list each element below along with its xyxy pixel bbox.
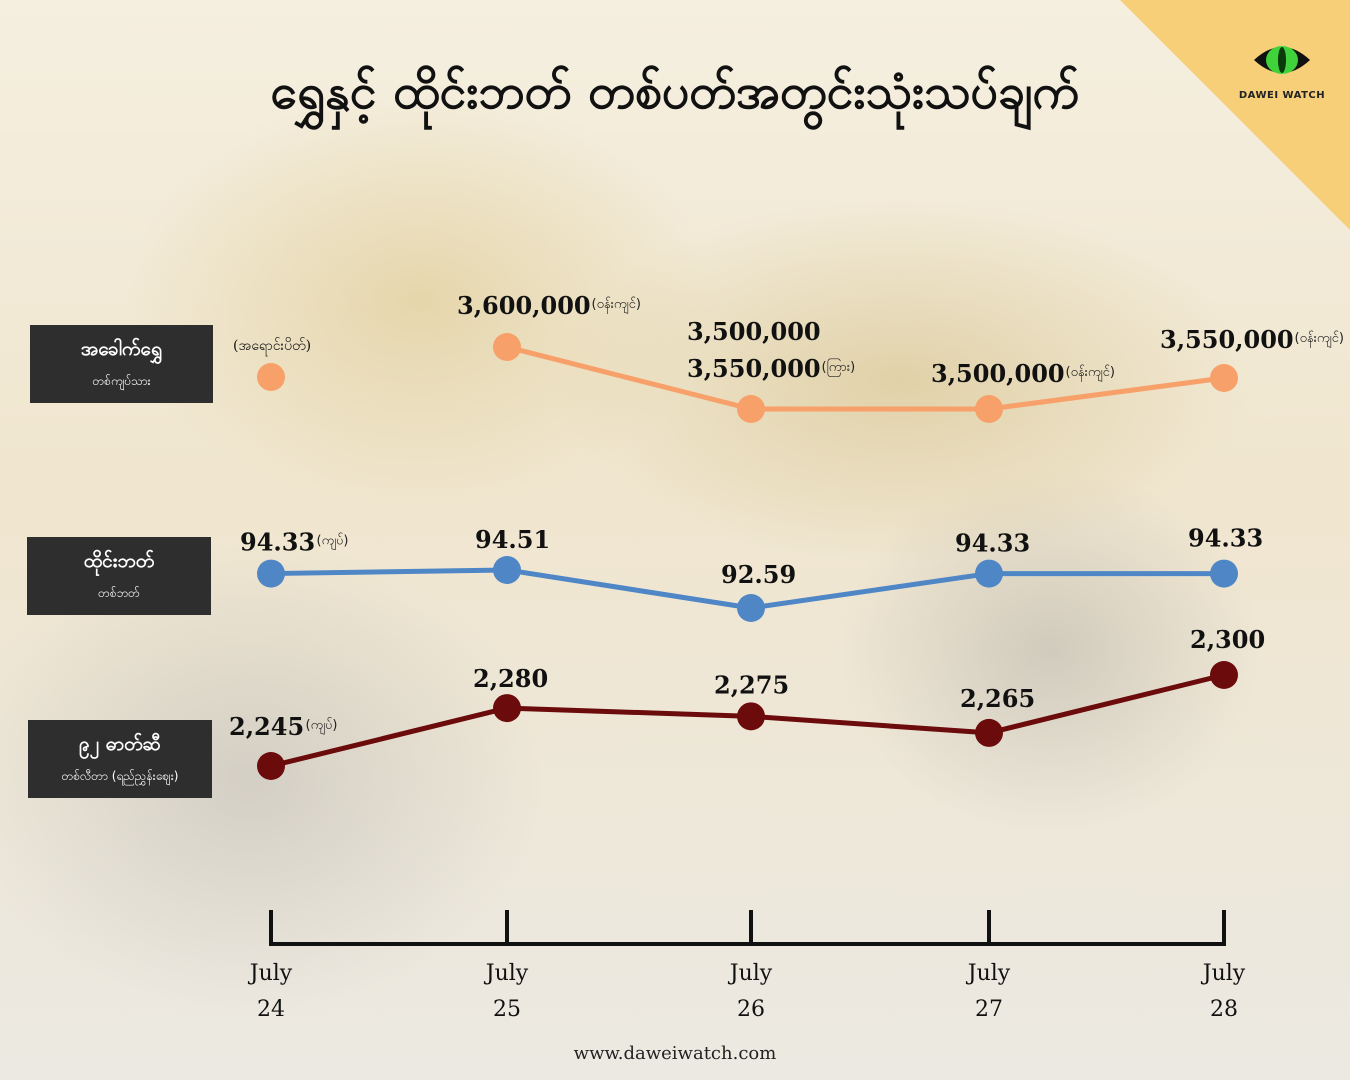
row-label-baht: ထိုင်းဘတ် တစ်ဘတ်: [27, 537, 211, 615]
data-point-1-3: [975, 559, 1003, 588]
data-label-0-0: (အရောင်းပိတ်): [233, 338, 311, 356]
dawei-watch-logo: DAWEI WATCH: [1232, 38, 1332, 101]
x-tick-label-month-2: July: [728, 961, 773, 986]
data-point-0-0: [257, 363, 285, 391]
x-tick-label-day-3: 27: [975, 997, 1003, 1022]
data-label-2-2: 2,275: [714, 670, 789, 699]
row-label-gold-name: အခေါက်ရွှေ: [80, 338, 163, 360]
data-point-1-0: [257, 559, 285, 588]
data-label-note-1-0: (ကျပ်): [317, 533, 349, 551]
website-url: www.daweiwatch.com: [573, 1043, 777, 1064]
page-title: ရွှေနှင့် ထိုင်းဘတ် တစ်ပတ်အတွင်းသုံးသပ်ခ…: [270, 64, 1080, 120]
data-label-note-0-4: (ဝန်းကျင်): [1295, 330, 1344, 348]
data-point-1-4: [1210, 559, 1238, 588]
row-label-fuel-name: ၉၂ ဓာတ်ဆီ: [78, 733, 161, 755]
data-label-note-0-1: (ဝန်းကျင်): [592, 296, 641, 314]
data-label-0-3: 3,500,000: [931, 359, 1065, 388]
data-point-1-2: [737, 594, 765, 622]
data-point-0-2: [737, 395, 765, 423]
data-label-note-0-2: (ကြား): [822, 358, 856, 377]
data-point-0-1: [493, 333, 521, 361]
row-label-baht-name: ထိုင်းဘတ်: [83, 550, 155, 572]
data-label-0-2-1: 3,550,000: [687, 354, 821, 383]
data-label-1-3: 94.33: [955, 529, 1030, 558]
data-label-2-1: 2,280: [473, 664, 548, 693]
row-label-baht-unit: တစ်ဘတ်: [98, 586, 140, 600]
row-label-gold-unit: တစ်ကျပ်သား: [92, 374, 151, 388]
data-point-0-3: [975, 395, 1003, 423]
data-label-note-2-0: (ကျပ်): [306, 717, 338, 735]
x-tick-label-month-0: July: [248, 961, 293, 986]
data-point-2-2: [737, 702, 765, 731]
data-point-2-4: [1210, 661, 1238, 689]
data-label-0-4: 3,550,000: [1160, 325, 1294, 354]
brand-corner: [1120, 0, 1350, 230]
series-line-0: [506, 344, 1225, 412]
x-tick-label-day-1: 25: [493, 997, 521, 1022]
x-tick-label-month-4: July: [1201, 961, 1246, 986]
row-label-fuel-unit: တစ်လီတာ (ရည်ညွှန်းဈေး): [61, 769, 179, 783]
data-label-2-0: 2,245: [229, 712, 304, 741]
x-tick-label-month-3: July: [966, 961, 1011, 986]
data-point-2-0: [257, 752, 285, 780]
brand-name: DAWEI WATCH: [1238, 90, 1326, 101]
x-tick-label-month-1: July: [484, 961, 529, 986]
data-label-1-0: 94.33: [240, 528, 315, 557]
x-tick-label-day-4: 28: [1210, 997, 1238, 1022]
data-point-0-4: [1210, 364, 1238, 392]
data-point-2-3: [975, 718, 1003, 747]
data-label-note-0-3: (ဝန်းကျင်): [1066, 364, 1115, 382]
data-label-1-2: 92.59: [721, 560, 796, 589]
x-tick-label-day-2: 26: [737, 997, 765, 1022]
data-label-2-4: 2,300: [1190, 625, 1265, 654]
data-label-0-1: 3,600,000: [457, 291, 591, 320]
x-tick-label-day-0: 24: [257, 997, 285, 1022]
data-label-0-2-0: 3,500,000: [687, 317, 821, 346]
data-point-2-1: [493, 694, 521, 723]
data-label-1-1: 94.51: [475, 525, 550, 554]
data-point-1-1: [493, 556, 521, 584]
row-label-fuel: ၉၂ ဓာတ်ဆီ တစ်လီတာ (ရည်ညွှန်းဈေး): [28, 720, 212, 798]
eye-logo-icon: [1254, 46, 1310, 74]
data-label-1-4: 94.33: [1188, 524, 1263, 553]
data-label-2-3: 2,265: [960, 684, 1035, 713]
row-label-gold: အခေါက်ရွှေ တစ်ကျပ်သား: [30, 325, 213, 403]
